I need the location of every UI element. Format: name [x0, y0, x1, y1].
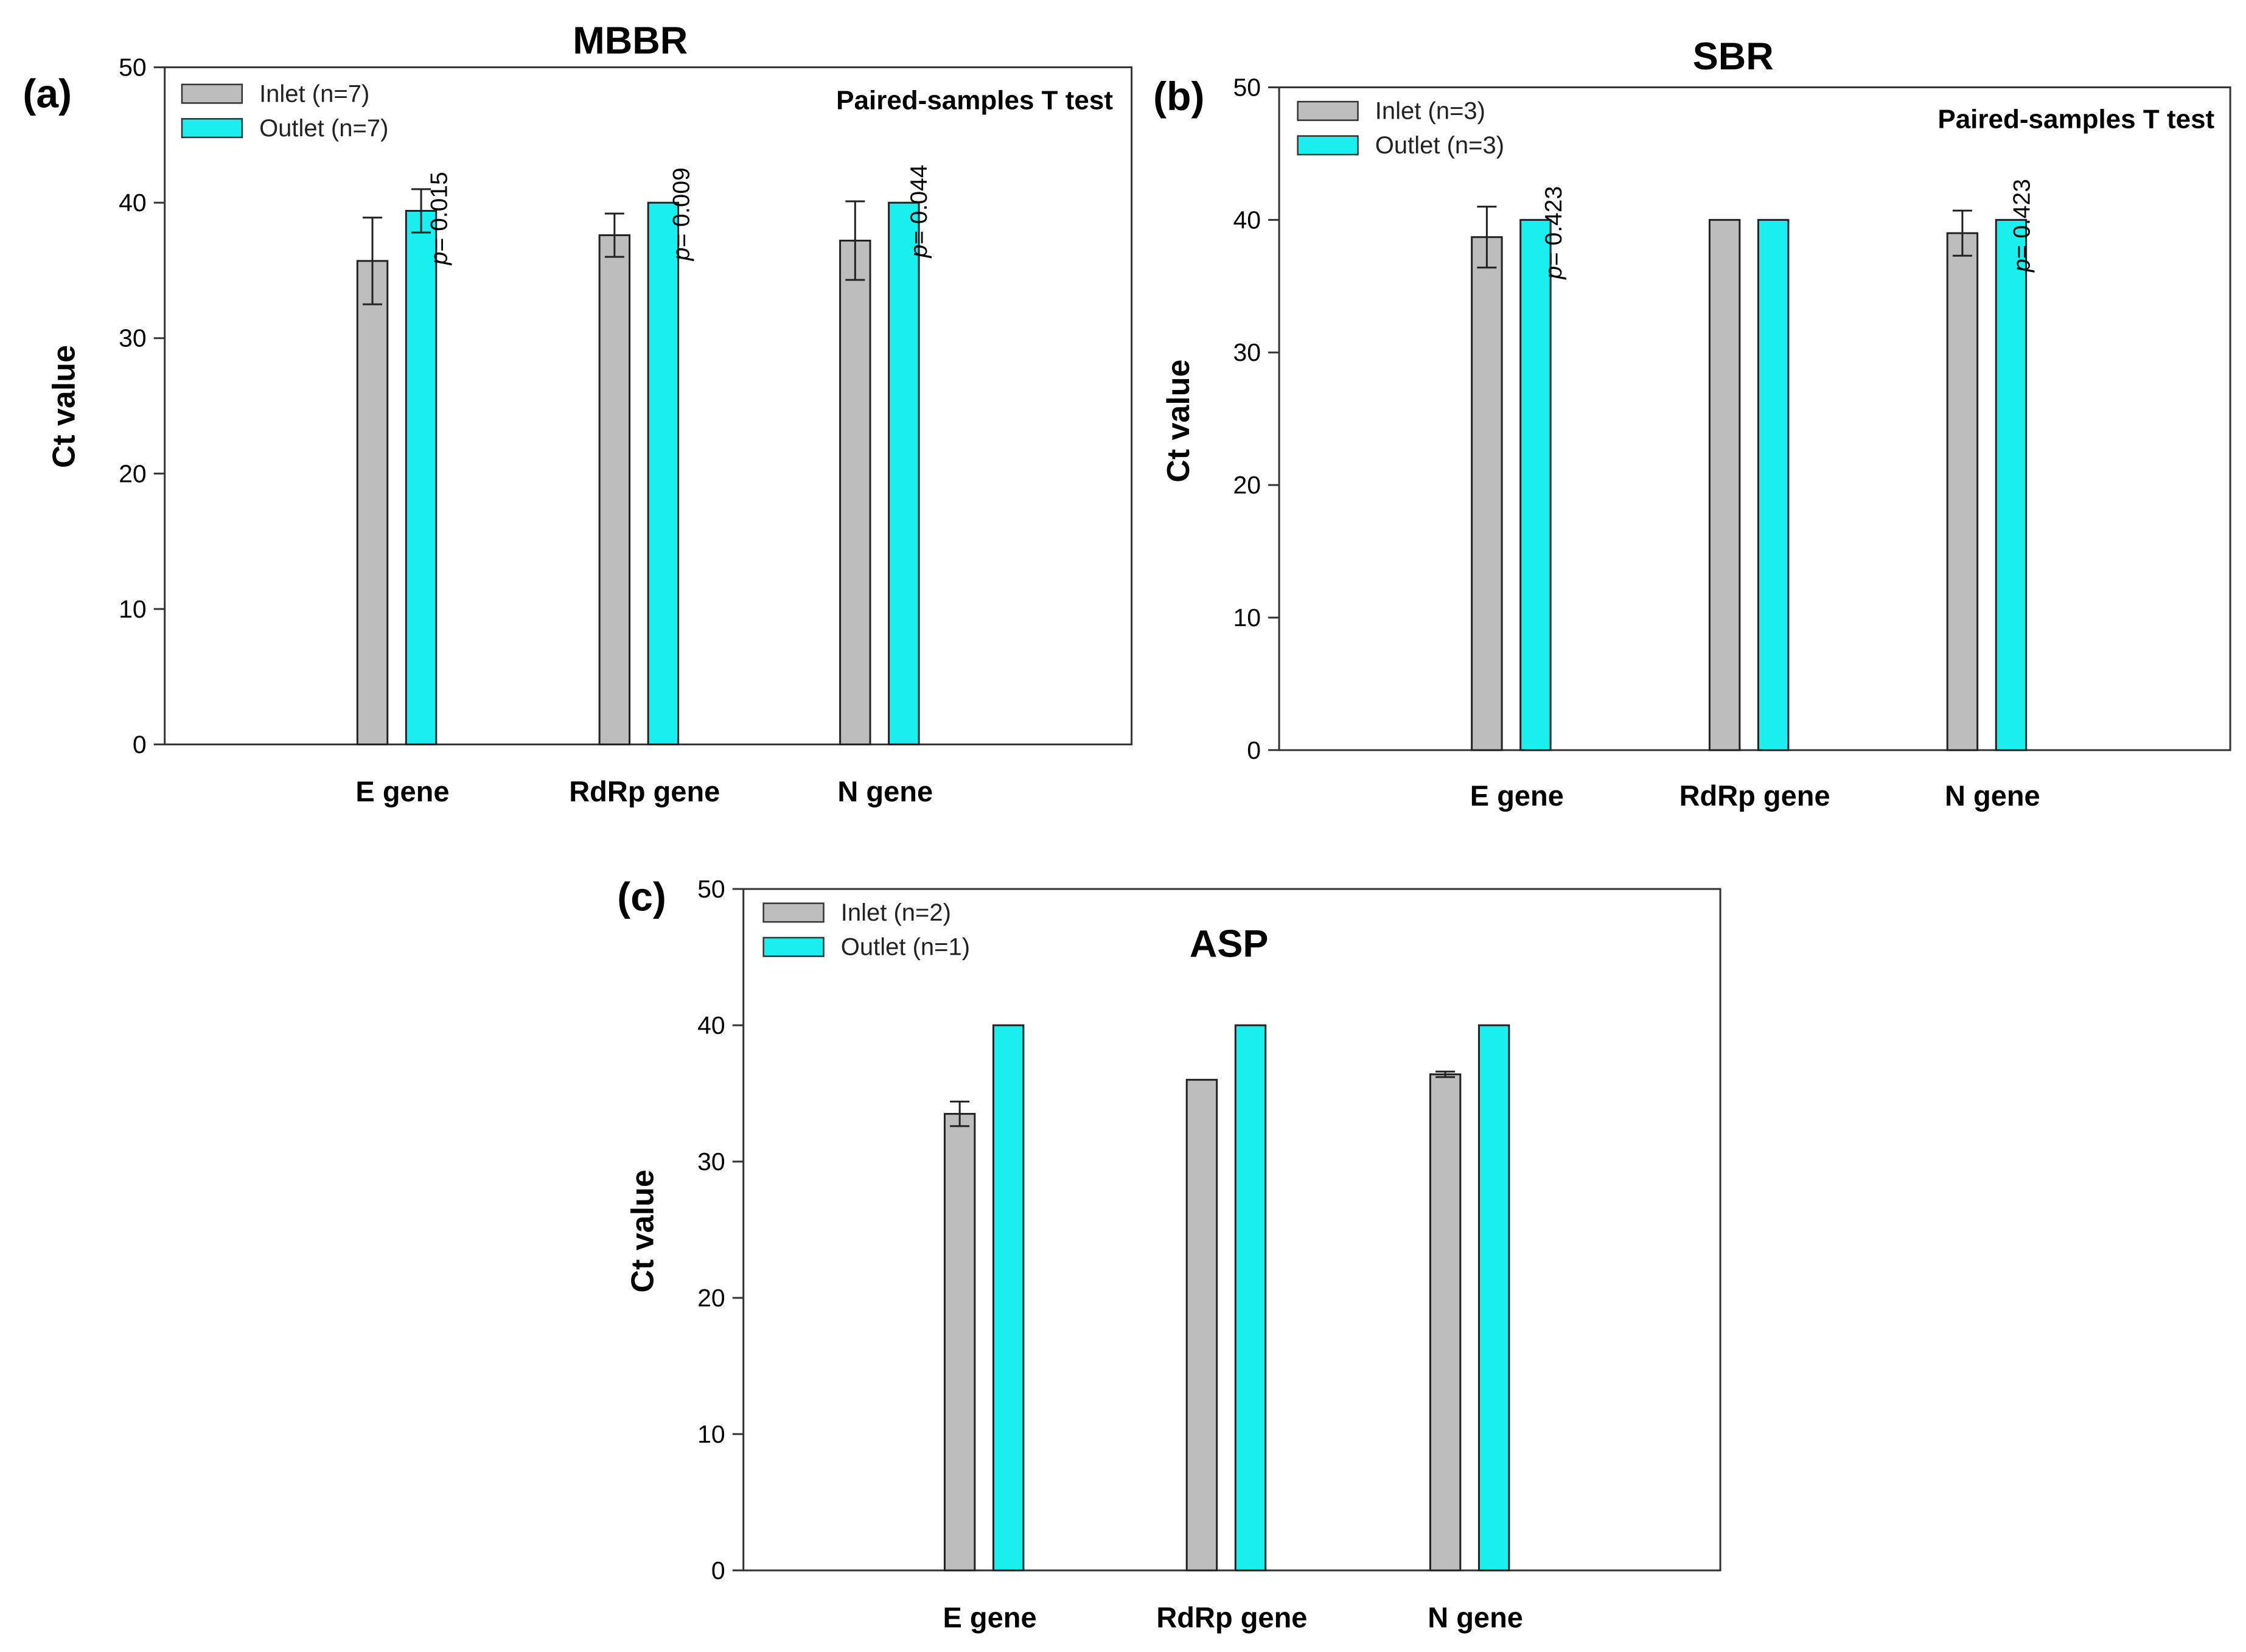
bar-inlet	[1471, 236, 1503, 751]
p-value-number: = 0.423	[1541, 186, 1567, 266]
legend-label-inlet: Inlet (n=2)	[841, 899, 951, 926]
x-category-label: RdRp gene	[1679, 779, 1830, 812]
y-tick-label: 50	[1233, 74, 1261, 102]
x-category-label: RdRp gene	[1156, 1601, 1307, 1634]
legend-swatch-inlet	[762, 902, 825, 923]
test-annotation: Paired-samples T test	[836, 86, 1113, 116]
bar-inlet	[1185, 1079, 1218, 1572]
x-category-label: E gene	[355, 775, 449, 807]
legend-label-outlet: Outlet (n=1)	[841, 934, 970, 961]
panel-letter: (c)	[617, 874, 666, 919]
p-value-number: = 0.044	[906, 165, 932, 245]
y-tick-label: 30	[1233, 338, 1261, 366]
y-tick-label: 50	[119, 54, 147, 82]
p-value-label: p= 0.423	[1541, 186, 1567, 280]
y-axis-label: Ct value	[1161, 360, 1196, 483]
chart-panel-c: 0 10 20 30 40 50 Ct value (c) ASP Inlet (n=2) Outl…	[617, 874, 1721, 1634]
p-value-label: p= 0.423	[2009, 179, 2035, 273]
p-value-label: p= 0.015	[426, 172, 452, 265]
p-value-number: = 0.009	[668, 167, 694, 247]
legend-label-outlet: Outlet (n=7)	[259, 115, 388, 142]
x-category-label: N gene	[837, 775, 933, 807]
legend-swatch-inlet	[181, 83, 243, 104]
plot-area-frame	[742, 888, 1721, 1572]
bar-outlet	[1519, 218, 1552, 751]
bar-inlet	[943, 1113, 976, 1572]
p-value-number: = 0.015	[426, 172, 452, 251]
p-value-label: p= 0.044	[906, 165, 932, 259]
y-tick-label: 40	[697, 1011, 725, 1039]
legend-swatch-inlet	[1297, 100, 1359, 121]
y-tick-label: 0	[1247, 736, 1261, 764]
legend-swatch-outlet	[762, 936, 825, 957]
legend-swatch-outlet	[1297, 135, 1359, 156]
figure-panels: 0 10 20 30 40 50 Ct value (a) MBBR Paired-samples…	[23, 19, 2231, 1634]
y-tick-label: 0	[133, 730, 147, 758]
bar-outlet	[1757, 218, 1790, 751]
x-category-label: N gene	[1945, 779, 2040, 812]
bar-inlet	[1429, 1073, 1462, 1572]
x-category-label: E gene	[1470, 779, 1564, 812]
legend-swatch-outlet	[181, 118, 243, 139]
bar-outlet	[1477, 1024, 1510, 1572]
bar-outlet	[992, 1024, 1025, 1572]
legend-label-inlet: Inlet (n=7)	[259, 80, 369, 107]
bar-inlet	[839, 239, 871, 745]
y-tick-label: 40	[119, 189, 147, 217]
bar-outlet	[1234, 1024, 1267, 1572]
legend-label-outlet: Outlet (n=3)	[1375, 132, 1504, 159]
chart-panel-a: 0 10 20 30 40 50 Ct value (a) MBBR Paired-samples…	[23, 19, 1133, 807]
panel-letter: (b)	[1153, 74, 1204, 119]
p-value-symbol: p	[426, 252, 452, 266]
y-tick-label: 10	[119, 595, 147, 623]
y-axis-label: Ct value	[46, 345, 82, 468]
p-value-symbol: p	[2009, 259, 2035, 273]
bar-inlet	[1708, 218, 1741, 751]
y-tick-label: 0	[711, 1556, 725, 1584]
y-tick-label: 40	[1233, 206, 1261, 234]
y-tick-label: 20	[1233, 471, 1261, 499]
bar-outlet	[1995, 218, 2028, 751]
y-axis-label: Ct value	[625, 1169, 660, 1292]
y-tick-label: 30	[119, 324, 147, 352]
bar-outlet	[647, 201, 680, 745]
chart-panel-b: 0 10 20 30 40 50 Ct value (b) SBR Paired-samples …	[1153, 35, 2231, 812]
test-annotation: Paired-samples T test	[1937, 104, 2214, 134]
y-tick-label: 50	[697, 875, 725, 903]
chart-title: SBR	[1693, 35, 1774, 78]
y-tick-label: 30	[697, 1148, 725, 1176]
p-value-number: = 0.423	[2009, 179, 2035, 259]
p-value-symbol: p	[906, 245, 932, 259]
y-tick-label: 10	[1233, 604, 1261, 632]
x-category-label: E gene	[943, 1601, 1037, 1634]
p-value-symbol: p	[668, 247, 694, 261]
x-category-label: RdRp gene	[569, 775, 720, 807]
plot-area-frame	[1278, 86, 2231, 751]
bar-inlet	[356, 260, 389, 745]
y-tick-label: 20	[697, 1284, 725, 1312]
y-tick-label: 10	[697, 1420, 725, 1448]
panel-letter: (a)	[23, 71, 72, 116]
x-category-label: N gene	[1428, 1601, 1523, 1634]
bar-inlet	[598, 234, 631, 745]
bar-inlet	[1946, 232, 1979, 751]
y-tick-label: 20	[119, 459, 147, 487]
chart-title: MBBR	[573, 19, 688, 62]
p-value-symbol: p	[1541, 266, 1567, 280]
legend-label-inlet: Inlet (n=3)	[1375, 98, 1485, 125]
bar-outlet	[405, 209, 438, 745]
bar-outlet	[888, 201, 920, 745]
p-value-label: p= 0.009	[668, 167, 694, 261]
chart-title: ASP	[1190, 922, 1269, 965]
